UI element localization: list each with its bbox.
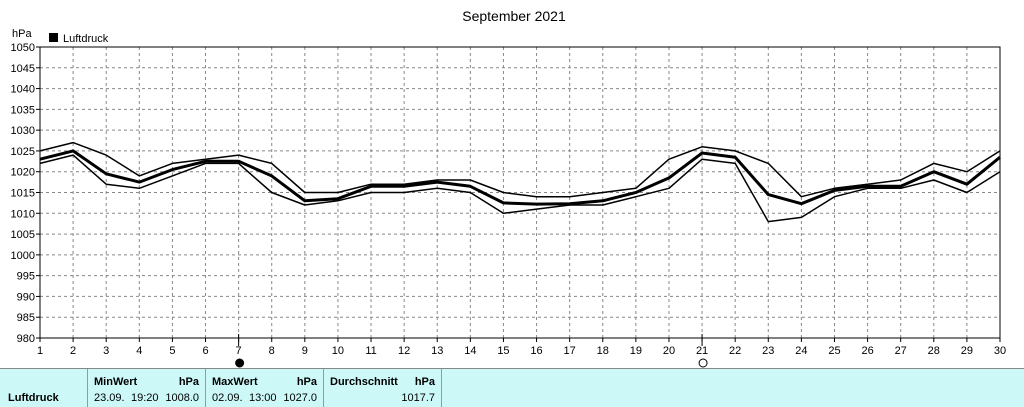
max-header: MaxWert bbox=[212, 376, 258, 388]
full-moon-icon bbox=[235, 358, 245, 368]
series-line-mittel bbox=[39, 149, 1001, 206]
y-axis-label: hPa bbox=[12, 28, 32, 40]
x-tick-label: 28 bbox=[928, 345, 940, 357]
stats-row-label: Luftdruck bbox=[8, 392, 59, 404]
series-line-maximum bbox=[39, 141, 1001, 198]
x-tick-label: 8 bbox=[269, 345, 275, 357]
min-value: 1008.0 bbox=[165, 392, 199, 404]
avg-cell: Durchschnitt hPa 1017.7 bbox=[324, 369, 442, 407]
y-tick-label: 980 bbox=[17, 333, 35, 345]
max-unit: hPa bbox=[296, 376, 317, 388]
x-tick-label: 11 bbox=[365, 345, 376, 357]
new-moon-icon bbox=[698, 358, 708, 368]
x-tick-label: 20 bbox=[663, 345, 675, 357]
x-tick-label: 13 bbox=[431, 345, 443, 357]
x-tick-label: 23 bbox=[762, 345, 774, 357]
y-tick-label: 1050 bbox=[11, 42, 35, 54]
y-tick-label: 985 bbox=[17, 312, 35, 324]
y-tick-label: 1045 bbox=[11, 63, 35, 75]
x-tick-label: 2 bbox=[70, 345, 76, 357]
x-tick-label: 24 bbox=[795, 345, 807, 357]
x-tick-label: 17 bbox=[564, 345, 576, 357]
min-unit: hPa bbox=[178, 376, 199, 388]
y-tick-label: 1030 bbox=[11, 125, 35, 137]
x-tick-label: 5 bbox=[169, 345, 175, 357]
x-tick-label: 14 bbox=[464, 345, 476, 357]
max-value: 1027.0 bbox=[283, 392, 317, 404]
x-tick-label: 19 bbox=[630, 345, 642, 357]
y-tick-label: 1015 bbox=[11, 188, 35, 200]
y-tick-label: 1005 bbox=[11, 229, 35, 241]
min-cell: MinWert hPa 23.09. 19:20 1008.0 bbox=[88, 369, 206, 407]
min-date: 23.09. bbox=[94, 392, 125, 404]
x-tick-label: 4 bbox=[136, 345, 142, 357]
x-tick-label: 15 bbox=[497, 345, 509, 357]
y-tick-label: 1035 bbox=[11, 104, 35, 116]
avg-value: 1017.7 bbox=[401, 392, 435, 404]
max-cell: MaxWert hPa 02.09. 13:00 1027.0 bbox=[206, 369, 324, 407]
x-tick-label: 7 bbox=[236, 345, 242, 357]
legend-label: Luftdruck bbox=[63, 33, 109, 45]
avg-unit: hPa bbox=[414, 376, 435, 388]
x-tick-label: 29 bbox=[961, 345, 973, 357]
min-header: MinWert bbox=[94, 376, 138, 388]
chart-title: September 2021 bbox=[462, 8, 566, 24]
y-tick-label: 1040 bbox=[11, 84, 35, 96]
y-tick-label: 990 bbox=[17, 291, 35, 303]
y-tick-label: 1000 bbox=[11, 250, 35, 262]
y-tick-label: 995 bbox=[17, 271, 35, 283]
x-tick-label: 26 bbox=[861, 345, 873, 357]
pressure-chart: September 2021 hPa Luftdruck 98098599099… bbox=[11, 8, 1006, 368]
y-tick-label: 1010 bbox=[11, 208, 35, 220]
max-date: 02.09. bbox=[212, 392, 243, 404]
series-line-minimum bbox=[39, 154, 1001, 223]
x-tick-label: 6 bbox=[202, 345, 208, 357]
x-tick-label: 18 bbox=[597, 345, 609, 357]
x-tick-label: 9 bbox=[302, 345, 308, 357]
y-tick-label: 1020 bbox=[11, 167, 35, 179]
plot-frame bbox=[39, 46, 1001, 339]
max-time: 13:00 bbox=[249, 392, 277, 404]
legend-swatch bbox=[49, 33, 58, 42]
x-tick-label: 30 bbox=[994, 345, 1006, 357]
y-tick-label: 1025 bbox=[11, 146, 35, 158]
x-tick-label: 25 bbox=[828, 345, 840, 357]
x-tick-label: 16 bbox=[530, 345, 542, 357]
x-tick-label: 22 bbox=[729, 345, 741, 357]
x-tick-label: 1 bbox=[37, 345, 43, 357]
x-tick-label: 3 bbox=[103, 345, 109, 357]
x-tick-label: 27 bbox=[895, 345, 907, 357]
statistics-bar: Luftdruck MinWert hPa 23.09. 19:20 1008.… bbox=[0, 368, 1024, 407]
series-group bbox=[39, 141, 1001, 223]
min-time: 19:20 bbox=[131, 392, 159, 404]
grid bbox=[40, 47, 1000, 338]
x-axis: 1 2 3 4 5 6 7 8 9 10 11 12 13 14 15 16 17 18 19 20 21 22 23 24 2… bbox=[37, 338, 1006, 357]
avg-header: Durchschnitt bbox=[330, 376, 398, 388]
x-tick-label: 21 bbox=[696, 345, 708, 357]
x-tick-label: 12 bbox=[398, 345, 410, 357]
y-axis: 980 985 990 995 1000 1005 1010 1015 1020 1025 1030… bbox=[11, 42, 40, 345]
moon-phase-markers bbox=[235, 334, 708, 368]
stats-row-label-cell: Luftdruck bbox=[0, 369, 88, 407]
x-tick-label: 10 bbox=[332, 345, 344, 357]
